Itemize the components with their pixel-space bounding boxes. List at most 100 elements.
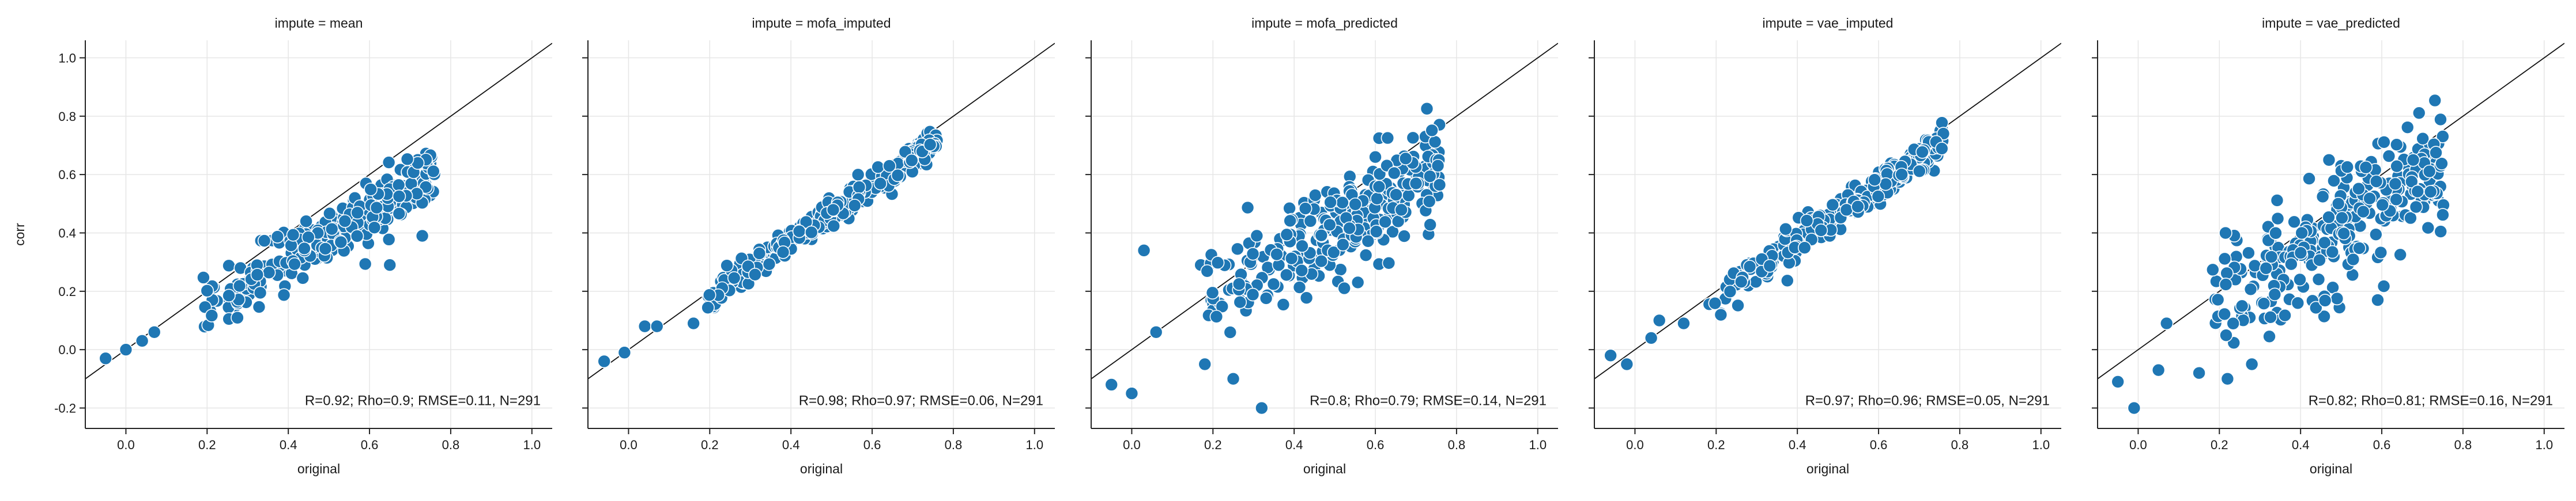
scatter-point xyxy=(205,309,219,322)
scatter-point xyxy=(147,325,161,339)
scatter-point xyxy=(871,160,885,174)
x-tick-label: 0.2 xyxy=(1204,438,1222,452)
x-tick-label: 0.6 xyxy=(863,438,881,452)
scatter-points xyxy=(1604,116,1951,371)
y-tick-label: 0.6 xyxy=(58,168,76,182)
stats-annotation: R=0.92; Rho=0.9; RMSE=0.11, N=291 xyxy=(305,393,541,408)
scatter-point xyxy=(2411,184,2425,199)
scatter-point xyxy=(252,300,266,314)
scatter-point xyxy=(1604,348,1617,363)
scatter-point xyxy=(873,176,888,191)
panel-title: impute = vae_predicted xyxy=(2262,16,2400,31)
x-tick-label: 0.0 xyxy=(117,438,135,452)
x-tick-label: 0.6 xyxy=(1367,438,1385,452)
scatter-point xyxy=(2269,226,2283,240)
scatter-point xyxy=(776,245,790,259)
x-tick-label: 0.8 xyxy=(442,438,460,452)
x-tick-label: 0.0 xyxy=(620,438,638,452)
scatter-point xyxy=(2377,135,2391,149)
stats-annotation: R=0.8; Rho=0.79; RMSE=0.14, N=291 xyxy=(1310,393,1547,408)
scatter-point xyxy=(702,288,716,302)
scatter-point xyxy=(222,259,236,273)
scatter-point xyxy=(2434,225,2448,238)
scatter-point xyxy=(2259,261,2273,275)
scatter-point xyxy=(1389,188,1403,202)
scatter-point xyxy=(2278,308,2292,322)
scatter-point xyxy=(1398,151,1413,166)
panel-title: impute = mean xyxy=(275,16,363,31)
scatter-point xyxy=(2217,307,2232,321)
scatter-point xyxy=(1215,299,1229,314)
scatter-point xyxy=(2220,266,2234,280)
scatter-point xyxy=(2428,93,2442,108)
scatter-point xyxy=(2416,131,2430,146)
identity-line xyxy=(85,43,552,379)
scatter-point xyxy=(1295,239,1309,253)
scatter-point xyxy=(2390,159,2404,173)
scatter-point xyxy=(852,180,866,194)
x-tick-label: 0.4 xyxy=(280,438,297,452)
scatter-point xyxy=(701,301,715,315)
x-tick-label: 0.4 xyxy=(1789,438,1806,452)
panel-1: 0.0 0.2 0.4 0.6 0.8 1.0 original impute = mofa_… xyxy=(582,16,1055,476)
scatter-point xyxy=(1299,291,1314,305)
x-tick-label: 0.0 xyxy=(2129,438,2147,452)
scatter-point xyxy=(1378,215,1392,229)
scatter-point xyxy=(1409,176,1423,191)
scatter-point xyxy=(2243,282,2258,297)
scatter-point xyxy=(1406,131,1420,145)
x-tick-label: 0.8 xyxy=(2454,438,2472,452)
scatter-point xyxy=(2374,245,2388,260)
scatter-point xyxy=(1280,227,1294,242)
scatter-point xyxy=(2315,189,2330,204)
scatter-point xyxy=(1731,298,1745,313)
scatter-point xyxy=(1369,225,1383,238)
scatter-point xyxy=(325,222,339,236)
scatter-point xyxy=(2284,257,2298,271)
scatter-point xyxy=(392,189,406,203)
scatter-point xyxy=(1620,357,1634,371)
scatter-point xyxy=(197,271,210,284)
scatter-point xyxy=(1283,214,1297,228)
scatter-point xyxy=(382,233,396,246)
x-tick-label: 1.0 xyxy=(2032,438,2050,452)
scatter-point xyxy=(299,214,313,229)
scatter-point xyxy=(135,334,149,348)
x-tick-label: 0.4 xyxy=(1285,438,1303,452)
scatter-point xyxy=(1209,310,1224,324)
scatter-point xyxy=(1428,135,1442,149)
scatter-point xyxy=(1314,228,1329,242)
scatter-point xyxy=(904,153,919,168)
scatter-point xyxy=(597,354,611,369)
scatter-point xyxy=(2287,215,2301,229)
scatter-point xyxy=(2352,181,2366,196)
scatter-point xyxy=(2356,204,2370,219)
scatter-point xyxy=(2159,316,2174,331)
stats-annotation: R=0.98; Rho=0.97; RMSE=0.06, N=291 xyxy=(799,393,1043,408)
scatter-point xyxy=(2127,401,2141,415)
x-tick-label: 0.6 xyxy=(1870,438,1888,452)
scatter-point xyxy=(2375,198,2390,212)
scatter-point xyxy=(99,351,113,366)
scatter-point xyxy=(270,230,285,244)
scatter-point xyxy=(2412,106,2426,120)
scatter-point xyxy=(1797,241,1812,255)
scatter-point xyxy=(1779,222,1793,236)
scatter-points xyxy=(2111,93,2450,415)
scatter-point xyxy=(222,289,236,303)
scatter-point xyxy=(2294,246,2308,260)
y-tick-label: 0.8 xyxy=(58,109,76,124)
scatter-point xyxy=(2257,297,2271,311)
scatter-point xyxy=(1223,325,1238,339)
scatter-point xyxy=(1255,401,1269,415)
scatter-point xyxy=(2404,174,2419,189)
scatter-point xyxy=(1322,218,1337,232)
scatter-point xyxy=(296,271,310,285)
scatter-point xyxy=(1814,223,1828,237)
y-axis-label: corr xyxy=(12,223,27,246)
scatter-point xyxy=(1397,229,1411,243)
stats-annotation: R=0.82; Rho=0.81; RMSE=0.16, N=291 xyxy=(2309,393,2553,408)
scatter-point xyxy=(1780,274,1794,288)
scatter-point xyxy=(2302,172,2316,185)
scatter-point xyxy=(847,199,862,212)
